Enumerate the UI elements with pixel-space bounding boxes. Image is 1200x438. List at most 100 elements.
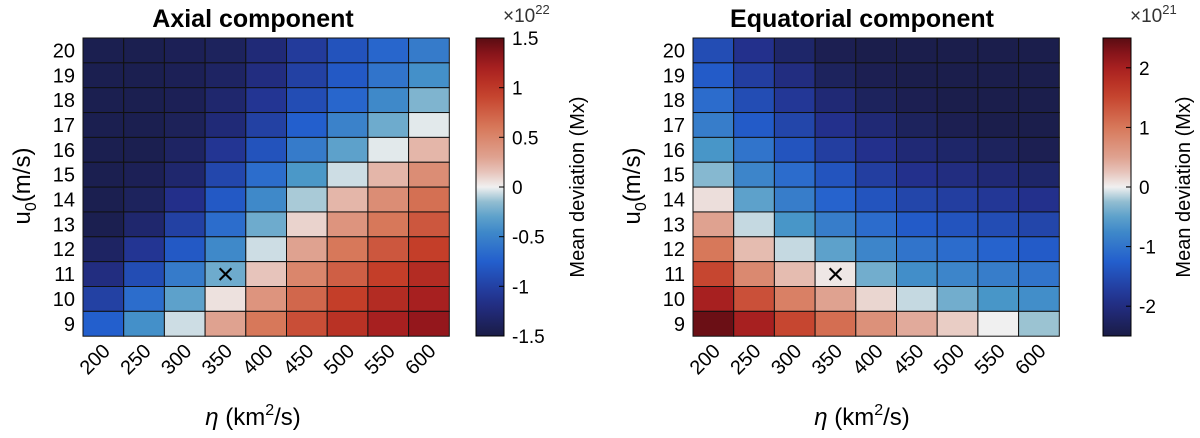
equatorial-cell-u9-eta200 [692, 310, 735, 337]
equatorial-cell-u18-eta250 [733, 87, 775, 114]
equatorial-cell-u11-eta600 [1018, 261, 1060, 287]
equatorial-cell-u18-eta400 [855, 87, 897, 114]
axial-cell-u16-eta500 [326, 136, 369, 163]
axial-cell-u13-eta600 [408, 211, 450, 238]
axial-cell-u12-eta500 [326, 236, 369, 263]
equatorial-cell-u10-eta300 [773, 286, 816, 312]
axial-cell-u11-eta400 [245, 261, 288, 287]
equatorial-cell-u11-eta500 [936, 261, 979, 287]
equatorial-y-tick-19: 19 [663, 65, 685, 87]
equatorial-cell-u13-eta350 [814, 211, 857, 238]
axial-y-tick-13: 13 [53, 214, 75, 236]
equatorial-cell-u15-eta450 [896, 161, 938, 188]
equatorial-cell-u13-eta550 [977, 211, 1020, 238]
equatorial-y-tick-12: 12 [663, 239, 685, 261]
axial-cell-u20-eta600 [408, 37, 450, 64]
axial-cell-u12-eta400 [245, 236, 288, 263]
axial-cell-u18-eta450 [286, 87, 328, 114]
equatorial-y-tick-14: 14 [663, 190, 685, 212]
axial-cell-u15-eta500 [326, 161, 369, 188]
equatorial-cell-u13-eta250 [733, 211, 775, 238]
axial-cell-u19-eta500 [326, 62, 369, 89]
axial-cell-u13-eta200 [82, 211, 125, 238]
axial-y-tick-11: 11 [54, 264, 75, 286]
equatorial-cell-u20-eta600 [1018, 37, 1060, 64]
axial-cell-u15-eta550 [367, 161, 410, 188]
equatorial-cell-u19-eta450 [896, 62, 938, 89]
equatorial-y-tick-16: 16 [663, 140, 685, 162]
equatorial-cell-u14-eta400 [855, 186, 897, 213]
equatorial-cell-u13-eta300 [773, 211, 816, 238]
equatorial-cell-u10-eta250 [733, 286, 775, 312]
equatorial-cell-u20-eta400 [855, 37, 897, 64]
axial-cell-u15-eta400 [245, 161, 288, 188]
equatorial-cell-u18-eta350 [814, 87, 857, 114]
axial-y-tick-10: 10 [53, 289, 75, 311]
equatorial-cell-u19-eta200 [692, 62, 735, 89]
axial-y-tick-15: 15 [53, 165, 75, 187]
equatorial-colorbar-ticks: 2 1 0 -1 -2 [1126, 59, 1156, 318]
equatorial-cell-u9-eta300 [773, 310, 816, 337]
axial-cell-u14-eta600 [408, 186, 450, 213]
equatorial-chart-title: Equatorial component [730, 5, 995, 33]
equatorial-cell-u12-eta350 [814, 236, 857, 263]
equatorial-y-tick-11: 11 [664, 264, 685, 286]
equatorial-y-tick-9: 9 [674, 314, 685, 336]
equatorial-cell-u12-eta250 [733, 236, 775, 263]
axial-cell-u18-eta200 [82, 87, 125, 114]
axial-y-tick-9: 9 [64, 314, 75, 336]
equatorial-cell-u14-eta350 [814, 186, 857, 213]
equatorial-x-tick-250: 250 [726, 340, 765, 379]
axial-cell-u20-eta500 [326, 37, 369, 64]
equatorial-cell-u17-eta200 [692, 112, 735, 138]
equatorial-cell-u11-eta350 [814, 261, 857, 287]
equatorial-cell-u19-eta550 [977, 62, 1020, 89]
axial-cell-u9-eta300 [163, 310, 206, 337]
axial-cell-u13-eta350 [204, 211, 247, 238]
axial-y-tick-18: 18 [53, 90, 75, 112]
axial-cell-u9-eta600 [408, 310, 450, 337]
equatorial-cell-u15-eta200 [692, 161, 735, 188]
axial-heatmap-panel: Axial component 20191817161514131211109 … [9, 2, 589, 431]
axial-cell-u12-eta250 [123, 236, 165, 263]
axial-cell-u20-eta400 [245, 37, 288, 64]
equatorial-cell-u17-eta400 [855, 112, 897, 138]
equatorial-x-tick-550: 550 [971, 340, 1010, 379]
equatorial-cell-u13-eta400 [855, 211, 897, 238]
axial-cell-u13-eta450 [286, 211, 328, 238]
equatorial-cell-u9-eta450 [896, 310, 938, 337]
axial-cell-u17-eta550 [367, 112, 410, 138]
equatorial-x-tick-200: 200 [686, 340, 725, 379]
equatorial-cell-u14-eta300 [773, 186, 816, 213]
axial-y-axis-label: u0(m/s) [9, 148, 40, 225]
equatorial-cell-u15-eta500 [936, 161, 979, 188]
equatorial-cell-u19-eta500 [936, 62, 979, 89]
equatorial-cell-u18-eta450 [896, 87, 938, 114]
equatorial-x-tick-600: 600 [1011, 340, 1050, 379]
equatorial-cell-u14-eta200 [692, 186, 735, 213]
axial-cell-u11-eta550 [367, 261, 410, 287]
axial-colorbar-ticks: 1.5 1 0.5 0 -0.5 -1 -1.5 [499, 29, 545, 348]
axial-cell-u17-eta500 [326, 112, 369, 138]
axial-cell-u12-eta550 [367, 236, 410, 263]
axial-cell-u9-eta250 [123, 310, 165, 337]
axial-cell-u17-eta400 [245, 112, 288, 138]
equatorial-cell-u12-eta300 [773, 236, 816, 263]
equatorial-cell-u16-eta300 [773, 136, 816, 163]
axial-cell-u9-eta500 [326, 310, 369, 337]
equatorial-cell-u19-eta400 [855, 62, 897, 89]
equatorial-cell-u13-eta500 [936, 211, 979, 238]
equatorial-heatmap-cells [692, 37, 1060, 337]
equatorial-cell-u11-eta400 [855, 261, 897, 287]
axial-cell-u16-eta600 [408, 136, 450, 163]
axial-cell-u17-eta600 [408, 112, 450, 138]
equatorial-cell-u9-eta600 [1018, 310, 1060, 337]
axial-cell-u15-eta450 [286, 161, 328, 188]
equatorial-heatmap-panel: Equatorial component 2019181716151413121… [619, 2, 1195, 431]
equatorial-cell-u18-eta600 [1018, 87, 1060, 114]
axial-cell-u18-eta500 [326, 87, 369, 114]
axial-x-tick-400: 400 [238, 340, 277, 379]
axial-colorbar-tick-label: 0 [512, 178, 523, 199]
